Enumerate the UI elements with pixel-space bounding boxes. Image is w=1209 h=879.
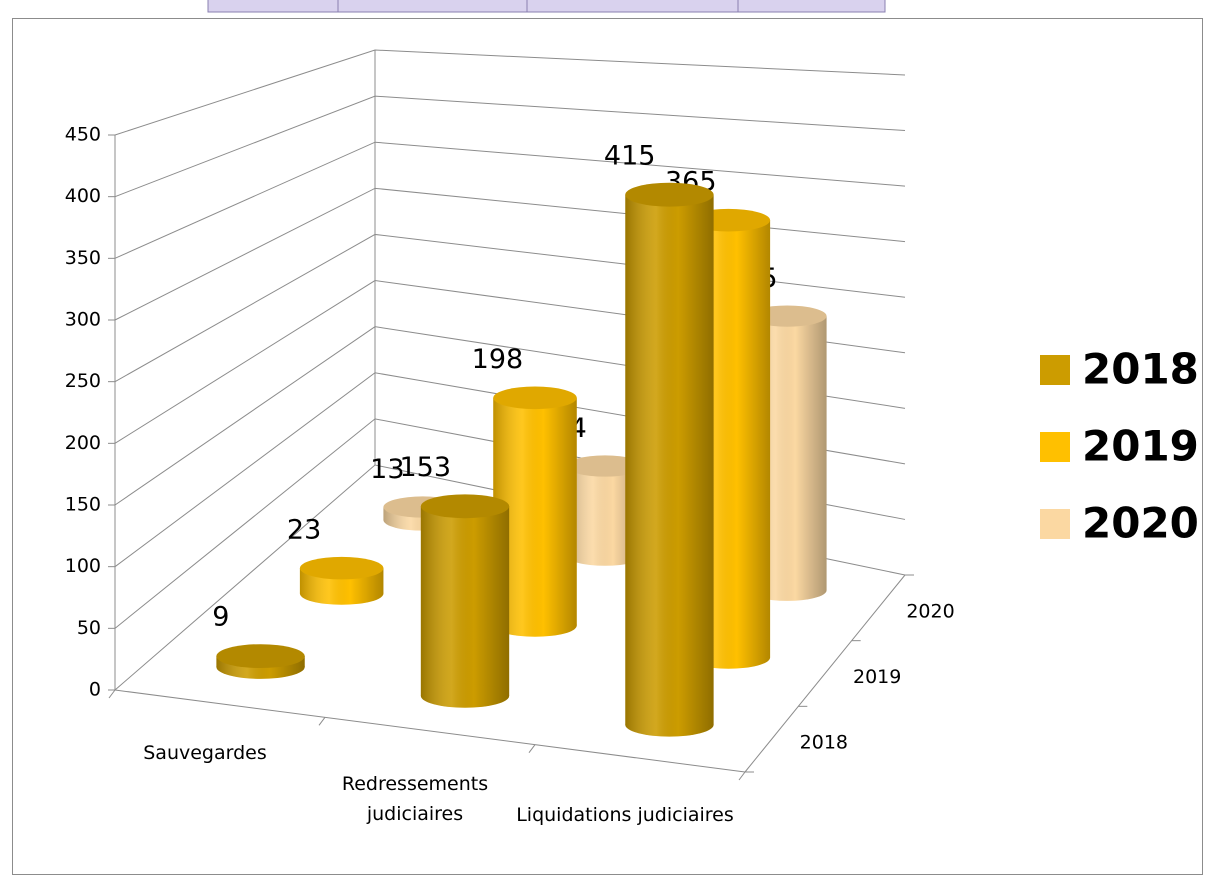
y-tick-label: 50 [77, 617, 101, 639]
bar-top-shade [299, 556, 384, 580]
legend-label: 2018 [1082, 345, 1199, 394]
bar-top-shade [420, 494, 510, 519]
data-label: 9 [212, 602, 229, 633]
x-tick [738, 771, 746, 781]
bar [625, 182, 714, 737]
x-tick-label: Redressements judiciaires [341, 773, 489, 825]
chart-border [12, 18, 1203, 875]
y-tick-label: 400 [65, 185, 101, 207]
x-tick [528, 744, 536, 753]
bar-top-shade [565, 455, 645, 477]
y-tick-label: 150 [65, 494, 101, 516]
depth-tick-label: 2020 [906, 600, 954, 622]
axis-line [744, 574, 906, 773]
legend-label: 2020 [1082, 499, 1199, 548]
data-label: 415 [604, 140, 656, 171]
y-tick-label: 200 [65, 432, 101, 454]
bar-shade [625, 194, 714, 737]
bar [420, 494, 510, 708]
legend-label: 2019 [1082, 422, 1199, 471]
y-tick-label: 300 [65, 309, 101, 331]
y-tick-label: 250 [65, 370, 101, 392]
grid-line [114, 141, 906, 259]
data-label: 13 [370, 454, 404, 485]
legend-swatch [1040, 355, 1070, 385]
x-tick [318, 717, 326, 726]
bar-top-shade [625, 182, 714, 207]
y-tick-label: 350 [65, 247, 101, 269]
y-tick-label: 450 [65, 124, 101, 146]
grid-line [114, 187, 906, 321]
table-strip [207, 0, 886, 13]
axis-line [114, 689, 746, 773]
data-label: 198 [472, 344, 524, 375]
depth-tick-label: 2018 [800, 732, 848, 754]
bar-top [565, 455, 645, 477]
bar-shade [493, 397, 577, 637]
data-label: 153 [399, 452, 451, 483]
x-tick-label: Sauvegardes [143, 741, 267, 764]
x-tick [108, 689, 116, 699]
bar [299, 556, 384, 605]
depth-tick-label: 2019 [853, 666, 901, 688]
data-label: 23 [287, 514, 321, 545]
y-tick-label: 0 [89, 679, 101, 701]
bar-top [493, 386, 577, 410]
bar-top [625, 182, 714, 207]
grid-line [114, 49, 906, 136]
legend-swatch [1040, 432, 1070, 462]
y-tick-label: 100 [65, 555, 101, 577]
x-tick-label: Liquidations judiciaires [516, 804, 734, 827]
bar-top [420, 494, 510, 519]
bar-shade [565, 466, 645, 566]
legend-swatch [1040, 509, 1070, 539]
bar-top-shade [493, 386, 577, 410]
bar-top [299, 556, 384, 580]
bar-top-shade [216, 644, 305, 669]
grid-line [114, 95, 906, 198]
bar [216, 644, 305, 679]
bar-shade [420, 506, 510, 708]
bar-top [216, 644, 305, 669]
